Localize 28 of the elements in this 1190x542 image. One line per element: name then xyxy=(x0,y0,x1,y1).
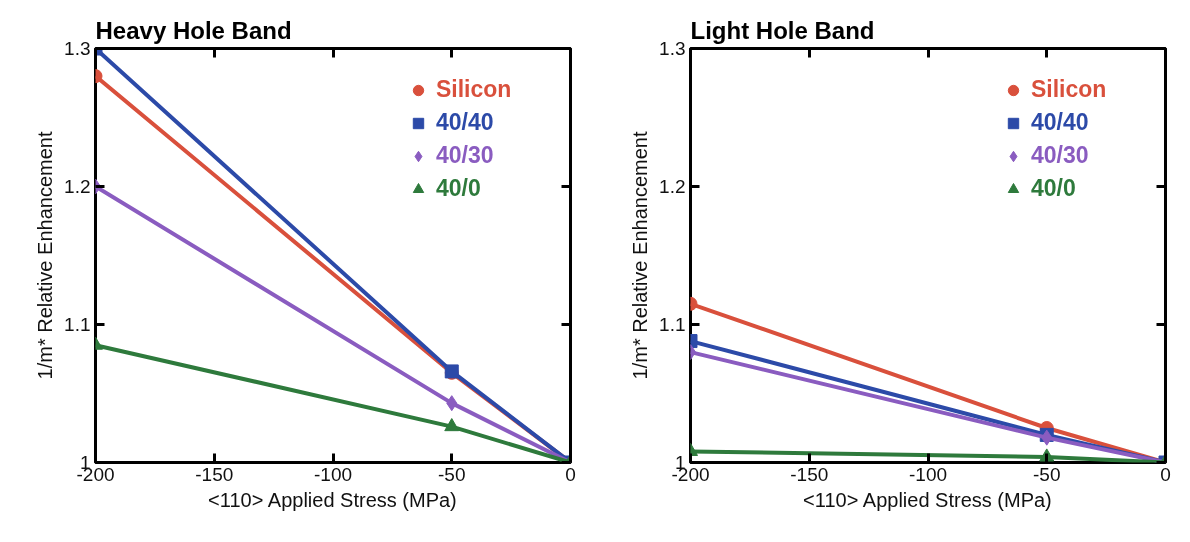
legend-label: 40/0 xyxy=(436,175,481,202)
x-tick-label: -150 xyxy=(790,463,829,485)
y-tick-label: 1.1 xyxy=(659,314,686,335)
x-tick-label: -50 xyxy=(438,463,466,485)
legend-label: 40/40 xyxy=(1031,109,1089,136)
x-axis-title: <110> Applied Stress (MPa) xyxy=(208,488,457,511)
x-tick-label: -100 xyxy=(313,463,353,485)
legend-label: 40/30 xyxy=(436,142,494,169)
legend-label: Silicon xyxy=(436,76,512,103)
x-tick-label: -50 xyxy=(1033,463,1061,485)
y-tick-label: 1.2 xyxy=(659,176,686,197)
legend-label: Silicon xyxy=(1031,76,1107,103)
chart-title: Heavy Hole Band xyxy=(95,16,292,44)
chart-title: Light Hole Band xyxy=(690,16,875,44)
legend-label: 40/40 xyxy=(436,109,494,136)
x-tick-label: 0 xyxy=(1160,463,1171,485)
y-tick-label: 1.1 xyxy=(64,314,91,335)
legend-label: 40/30 xyxy=(1031,142,1089,169)
y-axis-title: 1/m* Relative Enhancement xyxy=(34,131,57,380)
y-tick-label: 1.3 xyxy=(64,38,91,59)
x-tick-label: -100 xyxy=(908,463,948,485)
y-tick-label: 1.2 xyxy=(64,176,91,197)
y-axis-title: 1/m* Relative Enhancement xyxy=(629,131,652,380)
y-tick-label: 1.3 xyxy=(659,38,686,59)
legend-label: 40/0 xyxy=(1031,175,1076,202)
x-tick-label: -150 xyxy=(195,463,234,485)
x-tick-label: 0 xyxy=(565,463,576,485)
x-axis-title: <110> Applied Stress (MPa) xyxy=(803,488,1052,511)
